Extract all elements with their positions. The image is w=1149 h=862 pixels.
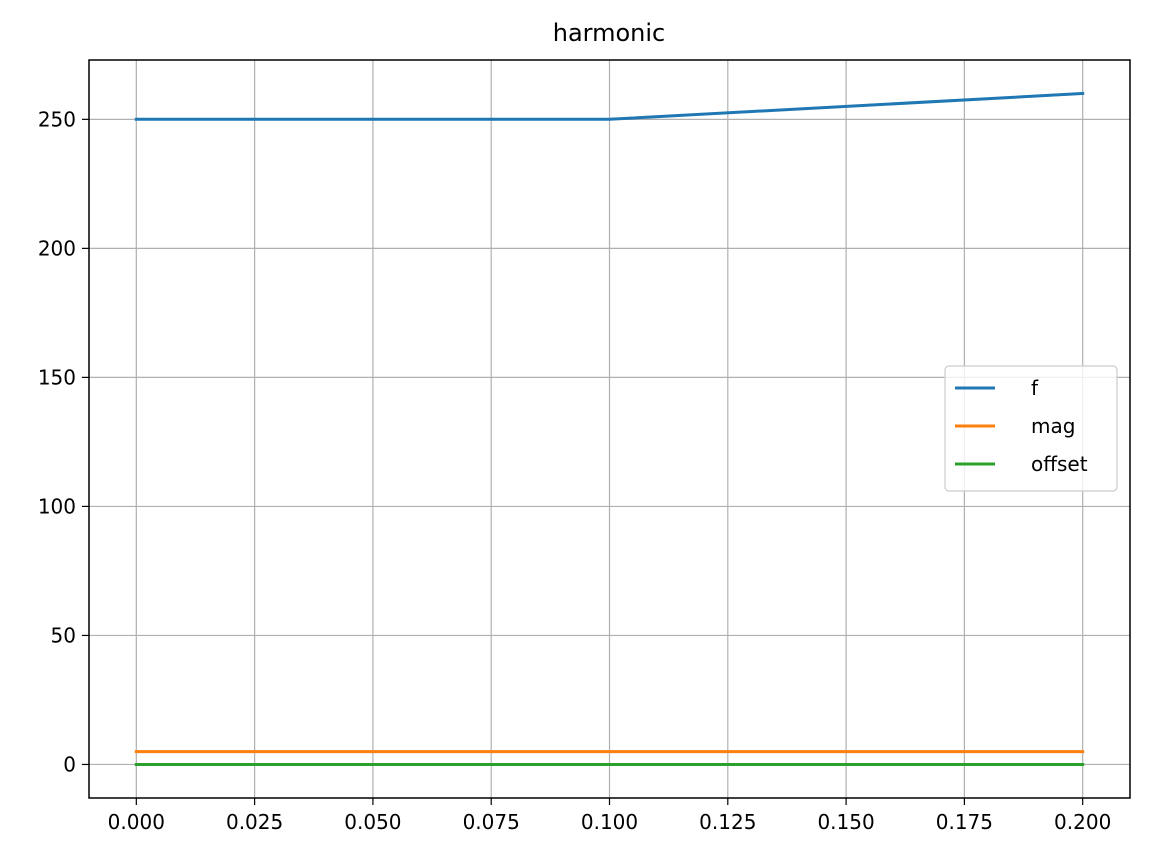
x-tick-label: 0.100 bbox=[581, 810, 638, 834]
legend-label: offset bbox=[1031, 452, 1088, 476]
axis-ticks: 0.000 0.025 0.050 0.075 0.100 0.125 0.150 0.175… bbox=[38, 107, 1112, 834]
x-tick-label: 0.175 bbox=[936, 810, 993, 834]
x-tick-label: 0.050 bbox=[344, 810, 401, 834]
y-tick-label: 200 bbox=[38, 236, 76, 260]
y-tick-label: 100 bbox=[38, 494, 76, 518]
y-tick-label: 50 bbox=[51, 623, 76, 647]
y-tick-label: 250 bbox=[38, 107, 76, 131]
legend-box bbox=[944, 365, 1118, 492]
legend: f mag offset bbox=[944, 365, 1118, 492]
y-tick-label: 150 bbox=[38, 365, 76, 389]
series-lines bbox=[134, 91, 1085, 766]
legend-label: f bbox=[1031, 376, 1039, 400]
chart-title: harmonic bbox=[553, 19, 666, 47]
series-line-f bbox=[134, 91, 1085, 121]
x-tick-label: 0.075 bbox=[463, 810, 520, 834]
y-tick-label: 0 bbox=[63, 752, 76, 776]
legend-label: mag bbox=[1031, 414, 1075, 438]
x-tick-label: 0.150 bbox=[817, 810, 874, 834]
x-tick-label: 0.125 bbox=[699, 810, 756, 834]
x-tick-label: 0.200 bbox=[1054, 810, 1111, 834]
x-tick-label: 0.025 bbox=[226, 810, 283, 834]
x-tick-label: 0.000 bbox=[108, 810, 165, 834]
